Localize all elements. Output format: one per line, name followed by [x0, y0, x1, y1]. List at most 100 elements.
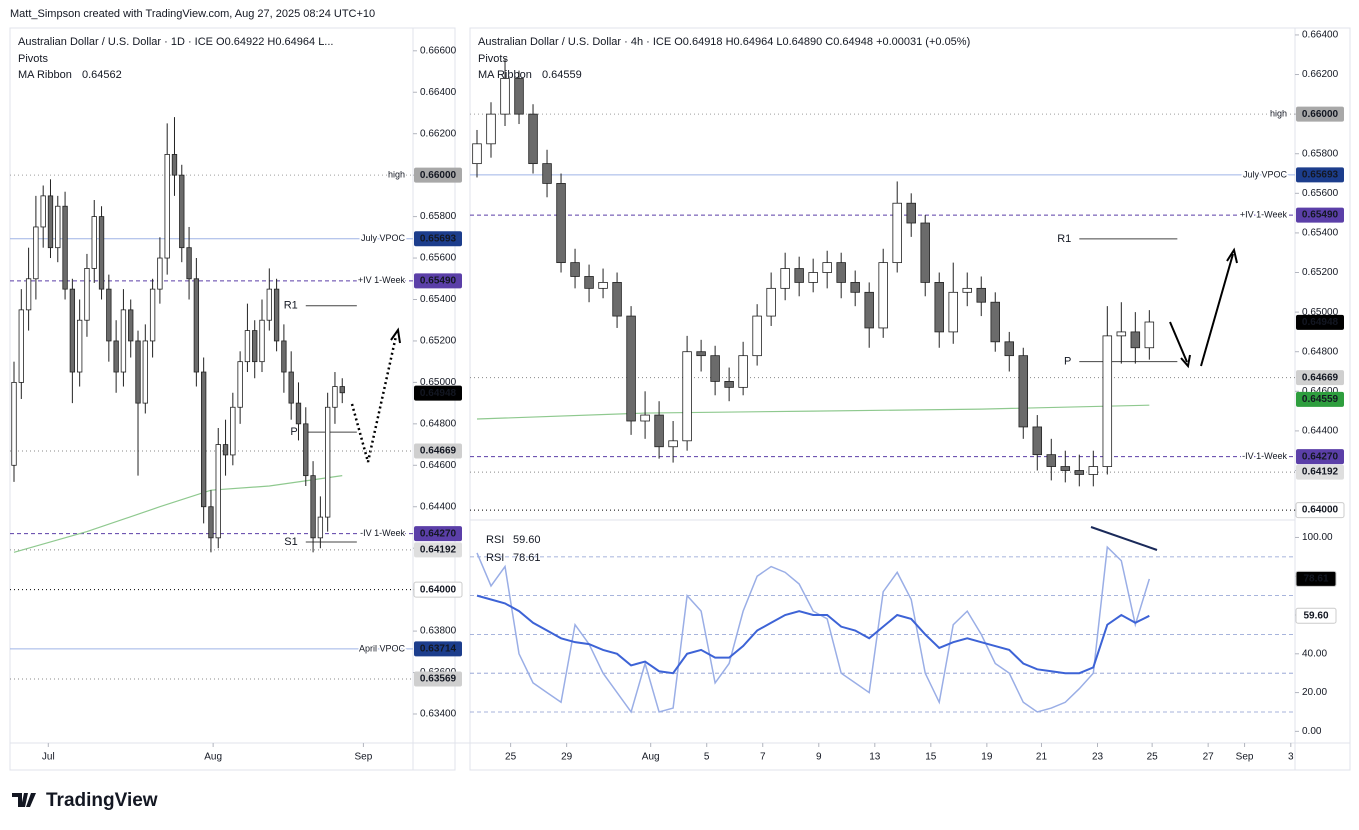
- candle-body: [310, 475, 316, 539]
- y-tick-label: 0.65600: [1302, 188, 1339, 199]
- candle-body: [1144, 321, 1155, 349]
- price-badge-label: 0.64669: [1302, 372, 1339, 383]
- candle-body: [98, 216, 105, 290]
- price-badge: [1296, 370, 1344, 386]
- y-tick-label: 0.65800: [1302, 148, 1339, 159]
- arrow-head: [1226, 247, 1238, 264]
- candle-body: [934, 282, 944, 333]
- candle-body: [486, 113, 496, 145]
- price-badge: [1295, 502, 1345, 519]
- y-tick-label: 0.64600: [1302, 386, 1339, 397]
- level-label: -IV 1-Week: [1242, 451, 1287, 461]
- price-badge-label: 0.64192: [1302, 467, 1339, 478]
- x-tick-label: Aug: [204, 752, 222, 763]
- y-tick-label: 0.63800: [420, 626, 457, 637]
- divergence-line: [1090, 526, 1158, 551]
- price-badge-label: 0.65693: [1302, 170, 1339, 181]
- arrow-head: [1180, 354, 1191, 369]
- candle-body: [1074, 470, 1085, 475]
- candle-body: [780, 268, 790, 289]
- legend-value: 59.60: [513, 534, 541, 546]
- header: Matt_Simpson created with TradingView.co…: [10, 8, 375, 20]
- y-tick-label: 0.65000: [420, 377, 457, 388]
- y-tick-label: 0.64400: [1302, 426, 1339, 437]
- level-label: +IV 1-Week: [358, 275, 406, 285]
- candle-body: [1102, 335, 1113, 467]
- pivot-label: S1: [284, 536, 297, 548]
- candle-body: [164, 154, 170, 259]
- pivot-label: P: [1064, 356, 1071, 368]
- candle-body: [76, 319, 83, 373]
- y-tick-label: 0.66200: [1302, 69, 1339, 80]
- legend-name: RSI: [486, 534, 504, 546]
- candle-body: [1088, 466, 1099, 475]
- price-badge-label: 0.64270: [1302, 451, 1339, 462]
- candle-body: [230, 406, 236, 456]
- price-badge-label: 0.64192: [420, 544, 457, 555]
- candle-body: [33, 226, 39, 280]
- candle-body: [25, 278, 32, 311]
- candle-body: [514, 78, 524, 115]
- level-label: July VPOC: [1243, 169, 1288, 179]
- level-label: July VPOC: [361, 233, 406, 243]
- logo-icon: [12, 793, 36, 807]
- candle-body: [948, 291, 958, 333]
- price-badge: [1296, 464, 1344, 480]
- candle-body: [252, 330, 258, 363]
- price-badge-label: 0.65490: [1302, 210, 1339, 221]
- rsi-badge-label: 78.61: [1303, 574, 1328, 585]
- candle-body: [55, 205, 61, 249]
- ma-value: 0.64559: [542, 69, 582, 81]
- candle-body: [208, 506, 214, 539]
- candle-body: [654, 414, 664, 448]
- price-badge-label: 0.64948: [420, 388, 457, 399]
- y-tick-label: 0.64800: [420, 418, 457, 429]
- candle-body: [1018, 355, 1029, 428]
- indicator-name: Pivots: [478, 53, 508, 65]
- y-tick-label: 0.66600: [420, 45, 457, 56]
- chart-title: Australian Dollar / U.S. Dollar · 4h · I…: [478, 36, 970, 48]
- y-tick-label: 40.00: [1302, 648, 1327, 659]
- candle-body: [266, 288, 272, 321]
- candle-body: [1004, 341, 1015, 357]
- pivot-label: R1: [284, 300, 298, 312]
- legend-value: 78.61: [513, 552, 541, 564]
- y-tick-label: 0.65200: [420, 336, 457, 347]
- candle-body: [200, 371, 207, 508]
- candle-body: [696, 351, 706, 357]
- price-badge: [413, 581, 463, 598]
- legend-name: RSI: [486, 552, 504, 564]
- x-tick-label: 25: [505, 752, 517, 763]
- candle-body: [1046, 454, 1057, 467]
- x-tick-label: 29: [561, 752, 573, 763]
- candle-body: [332, 386, 338, 408]
- candle-body: [766, 287, 776, 317]
- arrow-head: [390, 327, 401, 344]
- candle-body: [18, 309, 24, 383]
- x-tick-label: 21: [1036, 752, 1048, 763]
- candle-body: [193, 278, 200, 373]
- ma-value: 0.64562: [82, 69, 122, 81]
- candle-body: [472, 143, 482, 165]
- candle-body: [106, 288, 112, 342]
- candle-body: [682, 351, 692, 442]
- x-tick-label: Jul: [42, 752, 55, 763]
- candle-body: [288, 371, 294, 404]
- candle-body: [113, 340, 119, 373]
- price-badge-label: 0.66000: [420, 170, 457, 181]
- price-badge: [1296, 449, 1344, 465]
- price-badge-label: 0.64000: [1302, 505, 1339, 516]
- price-badge: [414, 671, 462, 687]
- candle-body: [281, 340, 287, 373]
- candle-body: [822, 262, 832, 273]
- y-tick-label: 0.64600: [420, 460, 457, 471]
- pivot-label: R1: [1057, 233, 1071, 245]
- candle-body: [528, 113, 538, 165]
- candle-body: [626, 315, 636, 422]
- y-tick-label: 0.64400: [420, 501, 457, 512]
- candle-body: [339, 386, 345, 394]
- x-tick-label: Sep: [1236, 752, 1254, 763]
- price-badge-label: 0.64669: [420, 446, 457, 457]
- x-tick-label: 3: [1288, 752, 1294, 763]
